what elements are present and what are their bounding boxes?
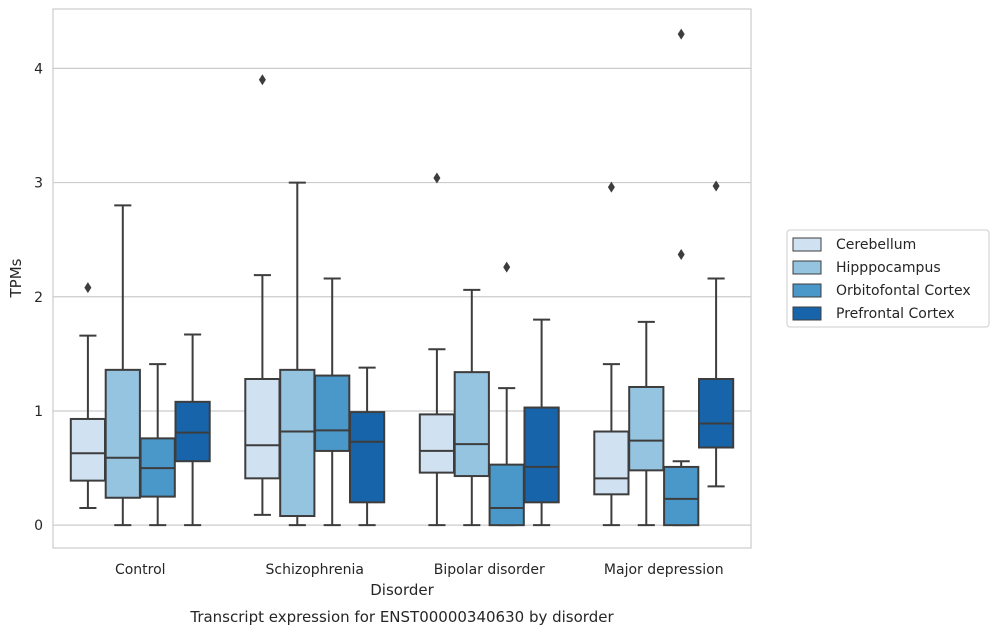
legend-label-3: Prefrontal Cortex <box>836 306 955 322</box>
box-body <box>523 406 560 504</box>
legend-label-1: Hipppocampus <box>836 260 941 276</box>
box-body <box>663 465 700 527</box>
box-body <box>488 463 525 527</box>
x-tick-label-0: Control <box>115 562 166 578</box>
box-body <box>628 385 665 472</box>
outlier-point-0 <box>258 74 266 86</box>
legend-label-0: Cerebellum <box>836 237 916 253</box>
box-body <box>174 400 211 463</box>
box-1-3 <box>348 366 386 527</box>
box-body <box>453 371 490 478</box>
outlier-point-1 <box>677 28 685 40</box>
x-tick-label-2: Bipolar disorder <box>434 562 545 578</box>
box-2-3 <box>523 318 560 527</box>
box-body <box>418 413 456 474</box>
box-3-1 <box>628 320 665 527</box>
x-tick-label-3: Major depression <box>604 562 724 578</box>
box-body <box>593 430 630 496</box>
box-0-2 <box>139 363 176 527</box>
outlier-point-0 <box>607 181 615 193</box>
box-0-0 <box>69 282 107 510</box>
chart-caption: Transcript expression for ENST0000034063… <box>189 608 614 626</box>
box-3-0 <box>593 181 630 527</box>
y-tick-label-4: 4 <box>34 61 43 77</box>
box-body <box>314 374 351 452</box>
outlier-point-0 <box>677 249 685 261</box>
x-tick-labels: Control Schizophrenia Bipolar disorder Majo… <box>115 562 724 578</box>
box-3-2 <box>663 28 700 527</box>
legend-swatch-3 <box>792 306 822 321</box>
box-1-1 <box>279 181 316 527</box>
box-1-0 <box>244 74 281 516</box>
legend: Cerebellum Hipppocampus Orbitofontal Corte… <box>786 229 990 328</box>
plot-frame <box>52 8 752 549</box>
legend-label-2: Orbitofontal Cortex <box>836 283 971 299</box>
outlier-point-0 <box>503 261 511 273</box>
y-tick-label-1: 1 <box>34 404 43 420</box>
y-tick-label-2: 2 <box>34 290 43 306</box>
box-body <box>279 368 316 518</box>
legend-swatch-2 <box>792 283 822 298</box>
box-body <box>697 377 735 449</box>
box-0-3 <box>174 333 211 527</box>
legend-swatch-1 <box>792 260 822 275</box>
outlier-point-0 <box>433 172 441 184</box>
box-3-3 <box>697 180 735 488</box>
box-2-1 <box>453 288 490 527</box>
x-axis-label: Disorder <box>370 581 434 599</box>
box-body <box>244 377 281 480</box>
outlier-point-0 <box>712 180 720 192</box>
legend-items: Cerebellum Hipppocampus Orbitofontal Corte… <box>792 237 971 322</box>
box-0-1 <box>104 204 141 527</box>
y-tick-labels: 0 1 2 3 4 <box>34 61 43 534</box>
y-axis-label: TPMs <box>7 258 25 298</box>
box-2-2 <box>488 261 525 527</box>
box-layer <box>69 28 735 527</box>
y-tick-label-0: 0 <box>34 518 43 534</box>
legend-swatch-0 <box>792 237 822 252</box>
box-body <box>104 368 141 499</box>
x-tick-label-1: Schizophrenia <box>266 562 364 578</box>
box-body <box>348 411 386 504</box>
box-1-2 <box>314 277 351 527</box>
legend-frame <box>786 229 990 328</box>
y-tick-label-3: 3 <box>34 176 43 192</box>
box-2-0 <box>418 172 456 527</box>
outlier-point-0 <box>84 282 92 294</box>
box-body <box>69 417 107 482</box>
